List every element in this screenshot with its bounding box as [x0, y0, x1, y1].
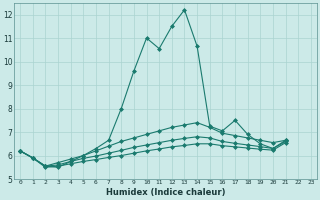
X-axis label: Humidex (Indice chaleur): Humidex (Indice chaleur) [106, 188, 225, 197]
